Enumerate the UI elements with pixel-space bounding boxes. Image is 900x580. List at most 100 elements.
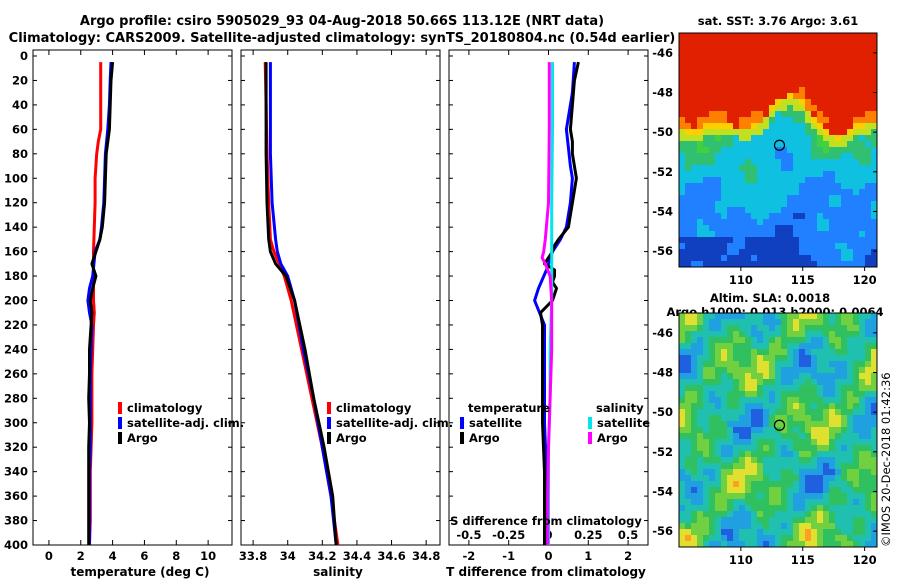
map-cell xyxy=(739,201,746,208)
map-cell xyxy=(715,261,722,267)
map-cell xyxy=(739,75,746,82)
map-cell xyxy=(781,159,788,166)
map-cell xyxy=(697,237,704,244)
map-cell xyxy=(739,439,746,446)
map-cell xyxy=(871,535,877,542)
map-cell xyxy=(853,433,860,440)
map-cell xyxy=(775,117,782,124)
map-cell xyxy=(721,75,728,82)
map-cell xyxy=(871,51,877,58)
map-cell xyxy=(745,337,752,344)
map-cell xyxy=(817,135,824,142)
map-cell xyxy=(793,237,800,244)
map-cell xyxy=(691,243,698,250)
depth-tick-label: 100 xyxy=(4,171,28,185)
map-cell xyxy=(865,81,872,88)
map-cell xyxy=(841,481,848,488)
map-cell xyxy=(733,147,740,154)
map-cell xyxy=(745,535,752,542)
map-cell xyxy=(745,325,752,332)
map-cell xyxy=(703,81,710,88)
map-cell xyxy=(841,261,848,267)
map-cell xyxy=(859,129,866,136)
map-cell xyxy=(703,195,710,202)
map-cell xyxy=(691,373,698,380)
map-cell xyxy=(871,343,877,350)
map-cell xyxy=(787,355,794,362)
map-cell xyxy=(727,261,734,267)
map-cell xyxy=(757,123,764,130)
map-cell xyxy=(751,517,758,524)
map-cell xyxy=(769,313,776,320)
map-cell xyxy=(697,337,704,344)
map-cell xyxy=(841,159,848,166)
map-cell xyxy=(853,243,860,250)
map-cell xyxy=(859,165,866,172)
map-cell xyxy=(721,177,728,184)
map-cell xyxy=(871,499,877,506)
map-cell xyxy=(829,249,836,256)
map-cell xyxy=(685,439,692,446)
map-cell xyxy=(775,201,782,208)
map-cell xyxy=(823,409,830,416)
map-cell xyxy=(799,255,806,262)
map-cell xyxy=(853,75,860,82)
map-cell xyxy=(805,433,812,440)
map-cell xyxy=(679,535,686,542)
map-cell xyxy=(787,237,794,244)
map-cell xyxy=(859,517,866,524)
map-cell xyxy=(697,159,704,166)
map-cell xyxy=(685,403,692,410)
map-cell xyxy=(781,313,788,320)
map-cell xyxy=(745,153,752,160)
map-cell xyxy=(835,445,842,452)
map-cell xyxy=(679,177,686,184)
map-cell xyxy=(859,529,866,536)
map-cell xyxy=(757,189,764,196)
map-cell xyxy=(745,249,752,256)
map-cell xyxy=(763,201,770,208)
map-cell xyxy=(781,225,788,232)
map-cell xyxy=(751,463,758,470)
map-cell xyxy=(763,457,770,464)
map-cell xyxy=(811,237,818,244)
map-cell xyxy=(793,165,800,172)
map-cell xyxy=(793,541,800,547)
map-cell xyxy=(685,183,692,190)
map-cell xyxy=(835,105,842,112)
map-cell xyxy=(781,153,788,160)
map-cell xyxy=(703,261,710,267)
map-cell xyxy=(685,475,692,482)
map-cell xyxy=(739,529,746,536)
map-cell xyxy=(787,33,794,40)
map-cell xyxy=(835,93,842,100)
map-cell xyxy=(685,487,692,494)
map-cell xyxy=(679,433,686,440)
map-cell xyxy=(679,231,686,238)
map-cell xyxy=(685,463,692,470)
map-cell xyxy=(871,195,877,202)
map-cell xyxy=(865,439,872,446)
map-cell xyxy=(691,337,698,344)
map-cell xyxy=(805,427,812,434)
map-cell xyxy=(865,195,872,202)
map-cell xyxy=(805,469,812,476)
map-cell xyxy=(691,219,698,226)
map-cell xyxy=(841,201,848,208)
map-cell xyxy=(871,439,877,446)
map-cell xyxy=(733,165,740,172)
map-cell xyxy=(787,463,794,470)
map-cell xyxy=(859,367,866,374)
map-cell xyxy=(685,481,692,488)
map-cell xyxy=(871,165,877,172)
map-cell xyxy=(751,99,758,106)
map-cell xyxy=(853,367,860,374)
map-cell xyxy=(781,249,788,256)
map-cell xyxy=(859,427,866,434)
map-cell xyxy=(745,219,752,226)
map-cell xyxy=(847,499,854,506)
map-cell xyxy=(697,499,704,506)
map-cell xyxy=(805,397,812,404)
map-cell xyxy=(805,81,812,88)
map-cell xyxy=(679,439,686,446)
